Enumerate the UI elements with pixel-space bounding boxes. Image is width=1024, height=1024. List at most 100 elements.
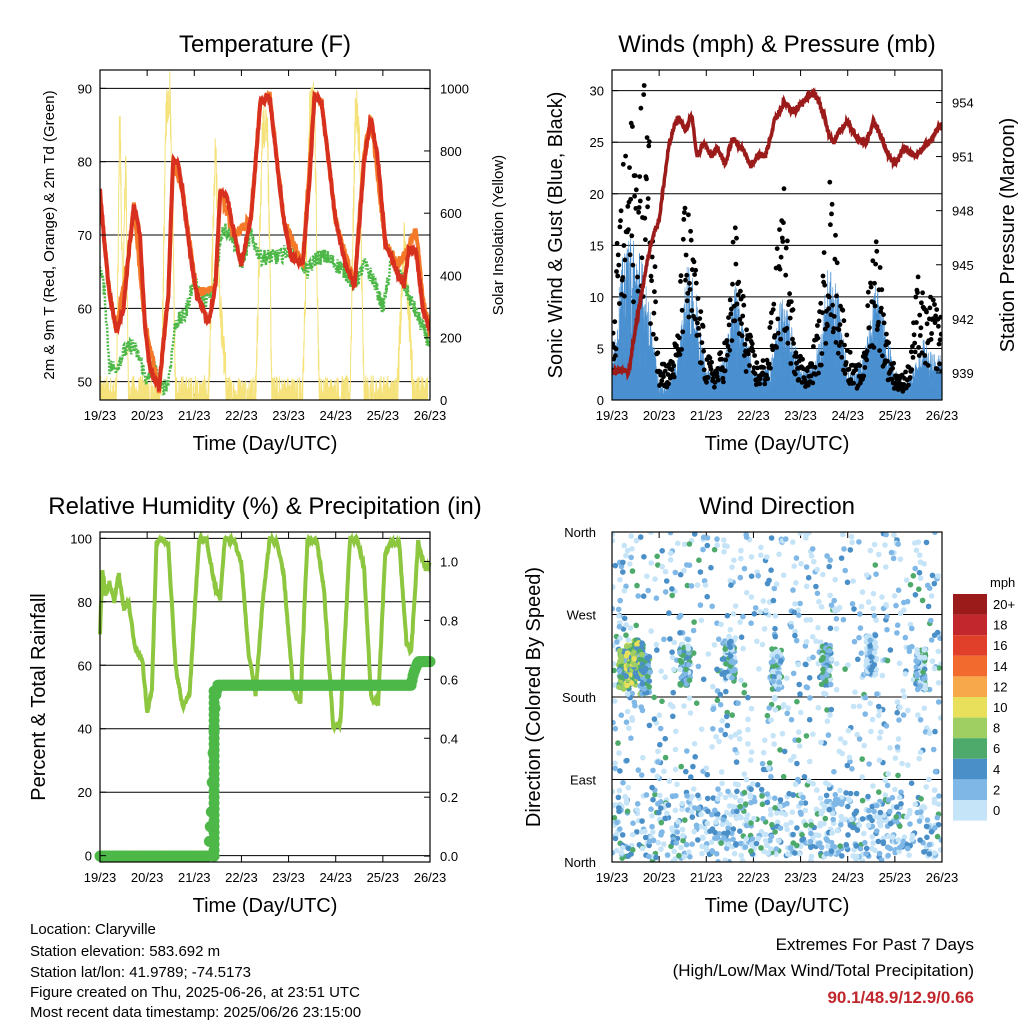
direction-point: [929, 572, 936, 579]
direction-point: [612, 815, 618, 821]
gust-point: [626, 227, 631, 233]
direction-point: [788, 624, 794, 630]
direction-point: [768, 811, 774, 818]
gust-point: [928, 337, 934, 342]
direction-point: [917, 559, 924, 565]
direction-point: [851, 606, 857, 612]
temperature-xtick-label: 23/23: [272, 408, 305, 423]
gust-point: [736, 279, 742, 285]
direction-point: [669, 592, 675, 599]
direction-point: [808, 853, 815, 860]
gust-point: [741, 302, 747, 308]
direction-point: [776, 838, 782, 844]
direction-point: [768, 773, 774, 780]
gust-point: [697, 316, 703, 321]
gust-point: [903, 369, 908, 375]
speed-legend-swatch: [953, 758, 987, 780]
direction-point: [730, 836, 736, 843]
direction-point: [850, 578, 856, 584]
direction-point: [673, 840, 680, 846]
gust-point: [636, 209, 641, 215]
gust-point: [707, 355, 713, 361]
gust-point: [842, 342, 847, 348]
gust-point: [922, 353, 928, 358]
direction-point: [872, 847, 878, 854]
direction-point: [842, 567, 848, 574]
direction-point: [760, 749, 767, 756]
direction-point: [678, 659, 685, 665]
direction-point: [655, 839, 662, 846]
direction-point: [672, 766, 679, 773]
direction-point: [921, 849, 927, 855]
gust-point: [636, 205, 642, 210]
direction-point: [667, 550, 674, 557]
direction-point: [666, 610, 672, 616]
gust-point: [705, 375, 711, 380]
direction-point: [865, 822, 872, 829]
winds-xtick-label: 26/23: [926, 408, 959, 423]
direction-point: [715, 859, 721, 862]
direction-point: [887, 647, 894, 653]
direction-point: [865, 599, 872, 605]
gust-point: [630, 124, 635, 129]
direction-point: [637, 534, 644, 540]
direction-point: [898, 801, 904, 807]
direction-point: [640, 754, 646, 761]
gust-point: [891, 360, 897, 366]
speed-legend-label: 14: [993, 659, 1007, 674]
direction-point: [858, 650, 865, 656]
direction-xlabel: Time (Day/UTC): [705, 895, 850, 917]
direction-point: [778, 658, 784, 664]
direction-point: [799, 837, 805, 843]
direction-point: [802, 800, 809, 806]
direction-point: [691, 828, 697, 835]
direction-point: [616, 648, 623, 654]
direction-point: [832, 791, 839, 798]
gust-point: [637, 174, 643, 180]
gust-point: [908, 349, 914, 355]
direction-point: [648, 806, 654, 812]
winds-series: [612, 83, 942, 400]
winds-ytick-label: 0: [597, 393, 604, 408]
direction-point: [924, 582, 931, 589]
gust-point: [666, 381, 671, 387]
direction-point: [759, 793, 765, 799]
speed-legend-swatch: [953, 635, 987, 656]
direction-point: [770, 732, 776, 739]
direction-point: [809, 633, 816, 640]
direction-point: [615, 794, 622, 801]
direction-point: [681, 567, 687, 574]
direction-point: [784, 710, 790, 717]
direction-point: [623, 552, 629, 559]
direction-point: [714, 666, 720, 673]
direction-ylabel: Direction (Colored By Speed): [523, 567, 545, 827]
direction-point: [662, 589, 669, 595]
gust-point: [616, 262, 622, 268]
humidity-xtick-label: 21/23: [178, 870, 211, 885]
direction-point: [931, 665, 938, 672]
gust-point: [695, 320, 700, 326]
gust-point: [929, 331, 934, 336]
gust-point: [820, 310, 825, 316]
gust-point: [790, 307, 796, 313]
direction-point: [776, 679, 782, 685]
gust-point: [742, 353, 747, 358]
direction-point: [709, 849, 716, 855]
gust-point: [793, 350, 799, 356]
direction-point: [701, 824, 708, 831]
direction-point: [776, 551, 782, 558]
gust-point: [740, 313, 746, 319]
direction-point: [732, 603, 739, 609]
direction-point: [882, 792, 889, 798]
direction-point: [916, 586, 922, 592]
direction-xtick-label: 23/23: [784, 870, 817, 885]
direction-point: [853, 808, 860, 814]
gust-point: [646, 143, 652, 149]
gust-point: [704, 379, 709, 385]
direction-point: [657, 792, 663, 799]
direction-point: [729, 564, 735, 570]
direction-point: [684, 582, 691, 589]
direction-point: [644, 655, 651, 661]
direction-point: [649, 813, 655, 819]
direction-point: [856, 736, 863, 742]
